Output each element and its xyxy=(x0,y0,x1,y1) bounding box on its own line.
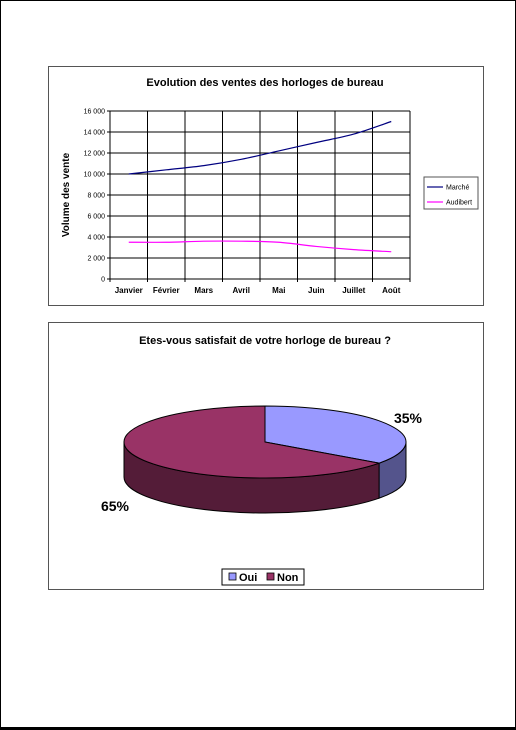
y-tick-label: 14 000 xyxy=(84,130,106,137)
x-tick-label: Août xyxy=(382,286,401,295)
pie-data-label: 65% xyxy=(101,498,130,514)
line-chart-title: Evolution des ventes des horloges de bur… xyxy=(146,77,383,89)
series-line-0 xyxy=(128,120,392,175)
y-tick-label: 10 000 xyxy=(84,172,106,179)
line-chart: Evolution des ventes des horloges de bur… xyxy=(61,77,479,295)
x-tick-label: Juin xyxy=(308,286,325,295)
x-tick-label: Mai xyxy=(272,286,285,295)
x-tick-label: Mars xyxy=(194,286,213,295)
y-tick-label: 6 000 xyxy=(87,214,105,221)
y-axis-label: Volume des vente xyxy=(61,152,72,237)
pie-legend-swatch xyxy=(266,572,275,581)
pie-chart: Etes-vous satisfait de votre horloge de … xyxy=(101,335,423,586)
pie-slice-1 xyxy=(123,405,382,479)
pie-legend: Oui Non xyxy=(221,568,305,586)
pie-data-label: 35% xyxy=(394,410,423,426)
x-tick-label: Février xyxy=(153,286,180,295)
pie-slice-0 xyxy=(264,405,407,464)
y-tick-label: 16 000 xyxy=(84,109,106,116)
y-tick-label: 8 000 xyxy=(87,193,105,200)
pie-chart-area: Etes-vous satisfait de votre horloge de … xyxy=(48,322,484,590)
pie-legend-entry: Oui xyxy=(239,572,257,584)
legend-entry: Audibert xyxy=(446,200,472,207)
line-legend: Marché Audibert xyxy=(423,176,479,210)
y-tick-label: 12 000 xyxy=(84,151,106,158)
pie-legend-swatch xyxy=(228,572,237,581)
y-tick-label: 0 xyxy=(101,277,105,284)
pie-legend-entry: Non xyxy=(277,572,299,584)
x-tick-label: Janvier xyxy=(115,286,143,295)
y-tick-label: 2 000 xyxy=(87,256,105,263)
pie-legend-box xyxy=(221,568,305,586)
line-chart-area: Evolution des ventes des horloges de bur… xyxy=(48,66,484,306)
legend-box xyxy=(423,176,479,210)
legend-entry: Marché xyxy=(446,185,469,192)
pie-chart-title: Etes-vous satisfait de votre horloge de … xyxy=(139,335,391,347)
x-tick-label: Avril xyxy=(233,286,251,295)
x-tick-label: Juillet xyxy=(342,286,365,295)
series-line-1 xyxy=(128,240,392,253)
y-tick-label: 4 000 xyxy=(87,235,105,242)
